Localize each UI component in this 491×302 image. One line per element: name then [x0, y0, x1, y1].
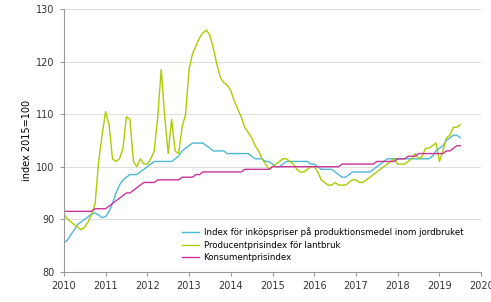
Konsumentprisindex	[61, 210, 67, 213]
Konsumentprisindex	[454, 144, 460, 147]
Line: Index för inköpspriser på produktionsmedel inom jordbruket: Index för inköpspriser på produktionsmed…	[64, 135, 461, 243]
Producentprisindex för lantbruk	[61, 212, 67, 216]
Index för inköpspriser på produktionsmedel inom jordbruket	[113, 191, 119, 195]
Konsumentprisindex	[301, 165, 307, 169]
Konsumentprisindex	[458, 144, 464, 147]
Konsumentprisindex	[409, 154, 414, 158]
Producentprisindex för lantbruk	[218, 76, 223, 79]
Index för inköpspriser på produktionsmedel inom jordbruket	[190, 141, 195, 145]
Producentprisindex för lantbruk	[116, 157, 122, 161]
Index för inköpspriser på produktionsmedel inom jordbruket	[151, 160, 157, 163]
Producentprisindex för lantbruk	[203, 28, 209, 32]
Producentprisindex för lantbruk	[458, 123, 464, 127]
Konsumentprisindex	[211, 170, 217, 174]
Konsumentprisindex	[113, 199, 119, 203]
Producentprisindex för lantbruk	[416, 157, 422, 161]
Producentprisindex för lantbruk	[78, 228, 84, 232]
Index för inköpspriser på produktionsmedel inom jordbruket	[301, 160, 307, 163]
Producentprisindex för lantbruk	[155, 115, 161, 119]
Index för inköpspriser på produktionsmedel inom jordbruket	[450, 133, 456, 137]
Konsumentprisindex	[151, 181, 157, 184]
Legend: Index för inköpspriser på produktionsmedel inom jordbruket, Producentprisindex f: Index för inköpspriser på produktionsmed…	[182, 227, 463, 262]
Index för inköpspriser på produktionsmedel inom jordbruket	[409, 157, 414, 161]
Line: Konsumentprisindex: Konsumentprisindex	[64, 146, 461, 211]
Producentprisindex för lantbruk	[308, 165, 314, 169]
Index för inköpspriser på produktionsmedel inom jordbruket	[211, 149, 217, 153]
Index för inköpspriser på produktionsmedel inom jordbruket	[458, 136, 464, 140]
Konsumentprisindex	[190, 175, 195, 179]
Y-axis label: index 2015=100: index 2015=100	[22, 100, 32, 181]
Line: Producentprisindex för lantbruk: Producentprisindex för lantbruk	[64, 30, 461, 230]
Index för inköpspriser på produktionsmedel inom jordbruket	[61, 241, 67, 245]
Producentprisindex för lantbruk	[193, 44, 199, 48]
